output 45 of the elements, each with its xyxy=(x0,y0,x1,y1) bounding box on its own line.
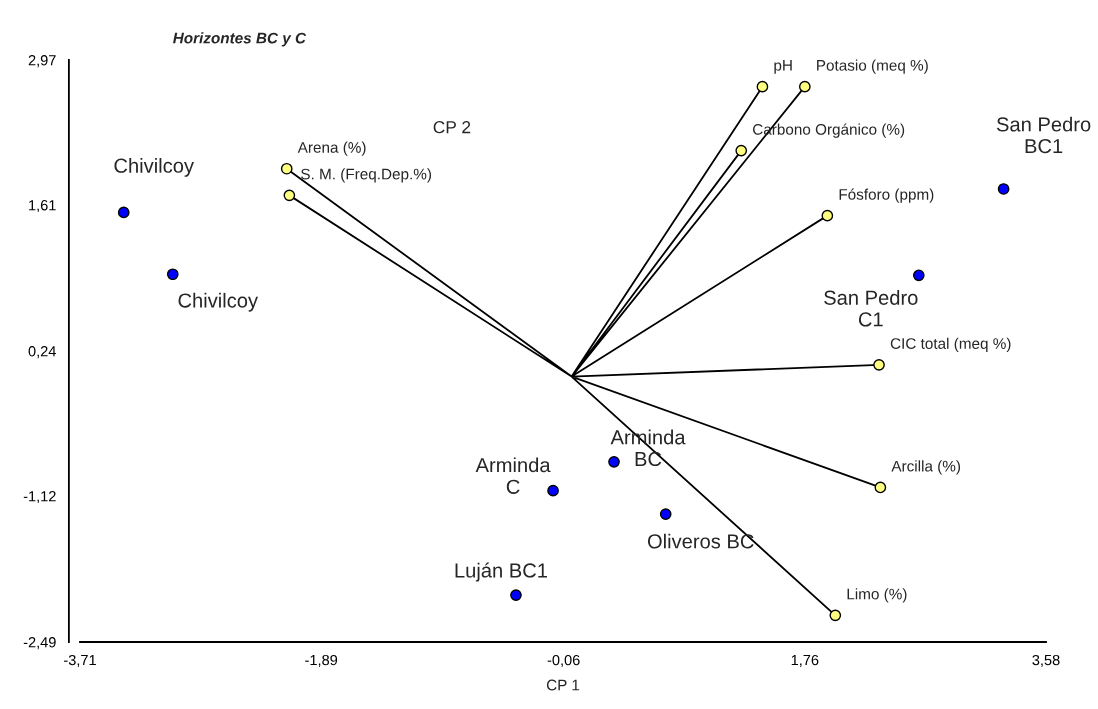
point xyxy=(874,481,887,494)
annotation: pH xyxy=(774,60,792,74)
point xyxy=(659,508,672,520)
point xyxy=(283,189,296,202)
annotation: Fósforo (ppm) xyxy=(839,188,934,203)
point xyxy=(280,162,293,175)
y-tick-label: 2,97 xyxy=(28,55,56,68)
annotation: S. M. (Freq.Dep.%) xyxy=(301,168,431,183)
x-axis-title: CP 1 xyxy=(546,679,580,691)
point xyxy=(547,484,559,497)
point xyxy=(510,589,522,601)
point xyxy=(798,80,811,93)
point xyxy=(117,206,130,219)
y-tick-label: -1,12 xyxy=(23,491,56,504)
x-tick-label: -0,06 xyxy=(547,654,580,667)
annotation: Luján BC1 xyxy=(455,562,547,582)
point xyxy=(608,456,620,468)
annotation: Arena (%) xyxy=(297,141,366,156)
annotation: Potasio (meq %) xyxy=(817,59,928,74)
point xyxy=(166,268,179,281)
point xyxy=(873,359,885,371)
y-tick-label: -2,49 xyxy=(23,637,56,650)
annotation: Oliveros BC xyxy=(647,533,754,549)
annotation: Chivilcoy xyxy=(114,158,194,177)
annotation: San Pedro C1 xyxy=(824,290,918,327)
x-tick-label: -1,89 xyxy=(305,654,338,667)
point xyxy=(821,209,834,222)
point xyxy=(912,269,925,282)
chart-title: Horizontes BC y C xyxy=(173,32,307,47)
annotation: Arminda C xyxy=(475,457,551,494)
annotation: Limo (%) xyxy=(847,588,907,603)
y-axis-title: CP 2 xyxy=(433,121,471,134)
x-tick-label: -3,71 xyxy=(64,654,96,667)
point xyxy=(829,609,842,622)
x-tick-label: 1,76 xyxy=(791,654,819,667)
y-tick-label: 0,24 xyxy=(28,346,56,359)
x-tick-label: 3,58 xyxy=(1032,654,1060,667)
annotation: CIC total (meq %) xyxy=(890,337,1011,352)
annotation: Arcilla (%) xyxy=(891,460,961,475)
y-tick-label: 1,61 xyxy=(29,200,56,213)
point xyxy=(997,183,1010,195)
annotation: Chivilcoy xyxy=(178,292,259,312)
annotation: San Pedro BC1 xyxy=(996,116,1091,154)
point xyxy=(756,80,769,93)
point xyxy=(735,144,748,157)
